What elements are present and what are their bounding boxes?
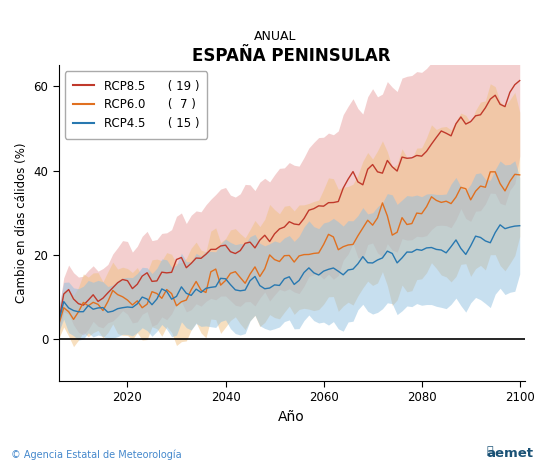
Y-axis label: Cambio en días cálidos (%): Cambio en días cálidos (%)	[15, 143, 28, 304]
Legend: RCP8.5      ( 19 ), RCP6.0      (  7 ), RCP4.5      ( 15 ): RCP8.5 ( 19 ), RCP6.0 ( 7 ), RCP4.5 ( 15…	[65, 71, 207, 139]
Text: ANUAL: ANUAL	[254, 30, 296, 43]
X-axis label: Año: Año	[278, 410, 305, 424]
Text: 🐦: 🐦	[487, 446, 493, 456]
Text: aemet: aemet	[487, 447, 534, 460]
Text: © Agencia Estatal de Meteorología: © Agencia Estatal de Meteorología	[11, 449, 182, 460]
Title: ESPAÑA PENINSULAR: ESPAÑA PENINSULAR	[192, 47, 391, 65]
